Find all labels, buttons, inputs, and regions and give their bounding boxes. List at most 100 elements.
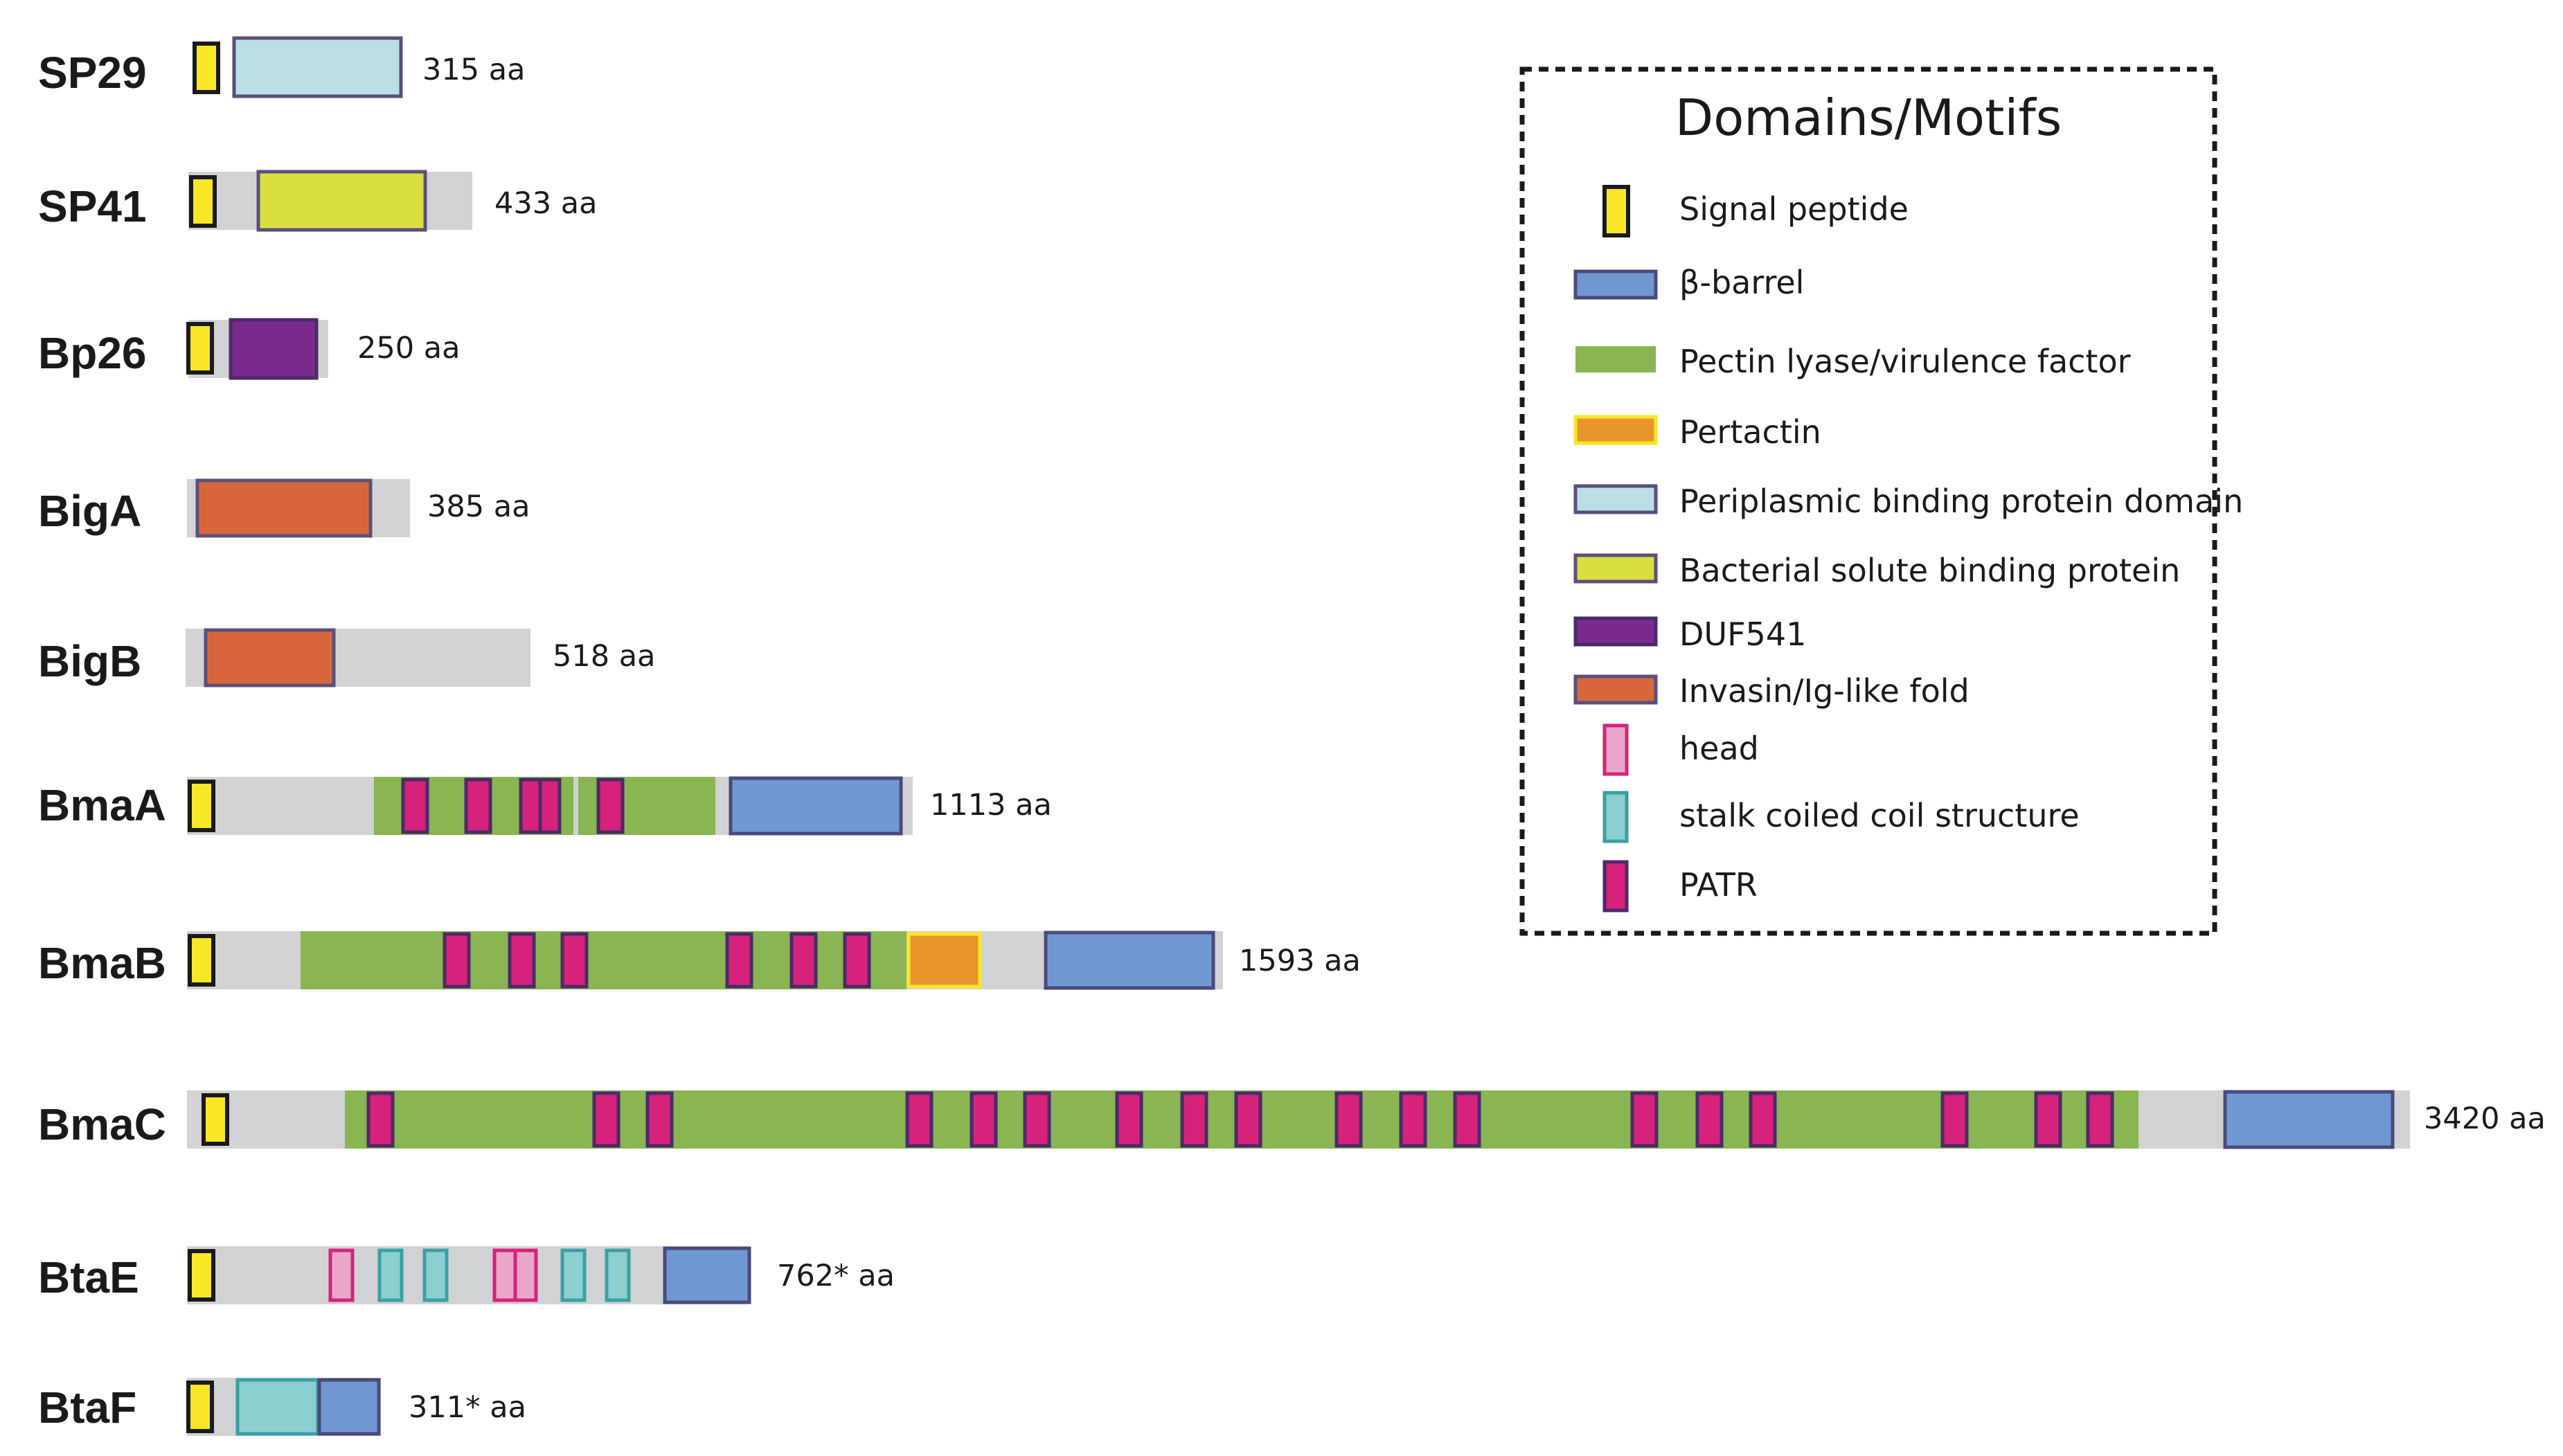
legend-swatch [1573, 553, 1658, 584]
legend-swatch [1573, 415, 1658, 445]
domain-patr [1630, 1091, 1659, 1148]
protein-length: 315 aa [422, 53, 525, 87]
domain-periplasmic-binding [232, 36, 403, 98]
protein-name: BigA [38, 486, 141, 536]
domain-patr [519, 778, 542, 834]
legend-swatch [1573, 484, 1658, 514]
domain-stalk [235, 1378, 320, 1436]
domain-signal-peptide [188, 780, 215, 832]
domain-beta-barrel [1044, 931, 1215, 990]
protein-name: BmaC [38, 1099, 166, 1149]
legend-swatch [1573, 674, 1658, 705]
domain-signal-peptide [186, 322, 214, 375]
domain-patr [1023, 1091, 1051, 1148]
protein-length: 311* aa [409, 1390, 526, 1425]
legend-item-pectin-lyase: Pectin lyase/virulence factor [1575, 343, 2131, 380]
legend-item-patr: PATR [1602, 860, 1758, 913]
domain-solute-binding [256, 170, 427, 232]
domain-patr [645, 1091, 674, 1148]
protein-length: 385 aa [427, 489, 530, 524]
protein-row-bmac: BmaC 3420 aa [38, 1090, 2546, 1149]
domain-patr [464, 778, 492, 834]
domain-patr [443, 932, 471, 989]
legend-item-head: head [1602, 723, 1759, 776]
domain-patr [1940, 1091, 1969, 1148]
protein-row-biga: BigA 385 aa [38, 478, 530, 538]
protein-row-sp29: SP29 315 aa [38, 36, 525, 98]
domain-stalk [377, 1248, 404, 1302]
domain-signal-peptide [188, 934, 215, 987]
domain-patr [1695, 1091, 1724, 1148]
domain-duf541 [229, 318, 319, 380]
legend-label: Pertactin [1679, 413, 1821, 451]
domain-patr [1115, 1091, 1143, 1148]
domain-beta-barrel [317, 1378, 381, 1436]
protein-name: SP41 [38, 181, 147, 231]
protein-row-bmab: BmaB 1593 aa [38, 931, 1361, 990]
legend-swatch [1573, 269, 1658, 300]
protein-row-bp26: Bp26 250 aa [38, 318, 460, 380]
legend-border [1519, 66, 2217, 936]
legend-swatch [1573, 616, 1658, 647]
domain-patr [560, 932, 589, 989]
domain-signal-peptide [193, 42, 220, 94]
legend-item-stalk: stalk coiled coil structure [1602, 791, 2080, 843]
protein-name: BigB [38, 636, 141, 686]
legend-label: β-barrel [1679, 264, 1804, 301]
domain-patr [843, 932, 871, 989]
legend-item-pertactin: Pertactin [1573, 413, 1821, 451]
domain-patr [2034, 1091, 2062, 1148]
legend-swatch [1575, 346, 1656, 372]
domain-patr [970, 1091, 998, 1148]
legend-item-solute-binding: Bacterial solute binding protein [1573, 552, 2180, 589]
domain-patr [1234, 1091, 1262, 1148]
domain-patr [508, 932, 536, 989]
domain-pertactin [907, 932, 982, 989]
domain-patr [789, 932, 818, 989]
protein-row-btae: BtaE 762* aa [38, 1246, 895, 1304]
legend-label: Invasin/Ig-like fold [1679, 672, 1970, 710]
domain-head [328, 1248, 355, 1302]
domain-patr [1453, 1091, 1481, 1148]
legend-label: DUF541 [1679, 615, 1806, 653]
protein-name: SP29 [38, 48, 147, 98]
legend-title: Domains/Motifs [1675, 89, 2062, 147]
domain-signal-peptide [188, 1249, 215, 1302]
protein-length: 250 aa [357, 331, 460, 366]
protein-length: 433 aa [494, 186, 597, 221]
protein-name: Bp26 [38, 328, 147, 378]
domain-patr [538, 778, 562, 834]
legend-label: head [1679, 730, 1759, 767]
protein-name: BtaF [38, 1383, 136, 1432]
legend-item-invasin: Invasin/Ig-like fold [1573, 672, 1970, 710]
protein-backbone [187, 1246, 748, 1304]
domain-patr [1399, 1091, 1427, 1148]
domain-signal-peptide [189, 175, 217, 228]
protein-length: 1593 aa [1239, 944, 1361, 978]
protein-name: BmaA [38, 780, 166, 830]
legend-item-beta-barrel: β-barrel [1573, 264, 1804, 301]
protein-length: 518 aa [553, 639, 655, 674]
legend-swatch [1602, 860, 1629, 913]
legend-label: Signal peptide [1679, 190, 1909, 228]
legend-item-signal-peptide: Signal peptide [1602, 185, 1909, 237]
protein-row-bigb: BigB 518 aa [38, 628, 655, 687]
protein-length: 3420 aa [2424, 1102, 2546, 1136]
domain-invasin [195, 478, 373, 538]
protein-row-bmaa: BmaA 1113 aa [38, 776, 1052, 836]
legend-item-duf541: DUF541 [1573, 615, 1806, 653]
protein-length: 762* aa [777, 1259, 895, 1293]
domain-stalk [560, 1248, 587, 1302]
domain-beta-barrel [729, 776, 903, 836]
domain-beta-barrel [2223, 1090, 2395, 1149]
domain-patr [1749, 1091, 1777, 1148]
legend-label: stalk coiled coil structure [1679, 797, 2080, 834]
domain-patr [1334, 1091, 1363, 1148]
protein-length: 1113 aa [930, 788, 1052, 823]
domain-patr [366, 1091, 395, 1148]
domain-beta-barrel [663, 1246, 751, 1304]
domain-signal-peptide [186, 1381, 214, 1433]
domain-patr [905, 1091, 934, 1148]
legend-swatch [1602, 185, 1630, 237]
